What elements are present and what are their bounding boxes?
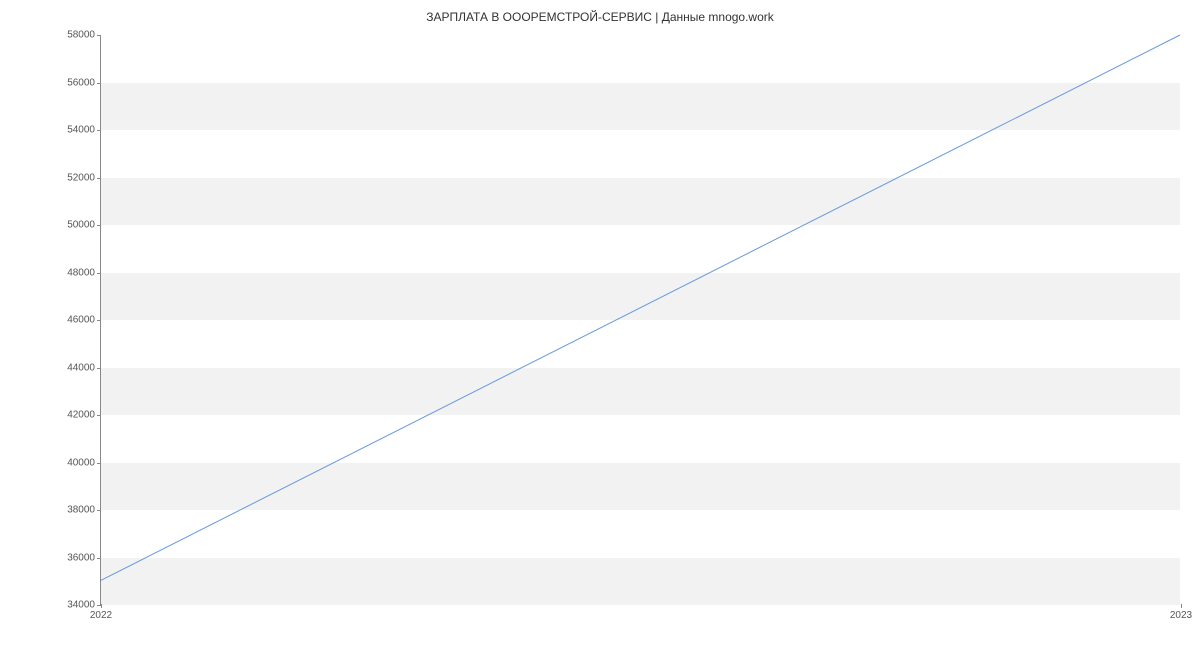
line-layer	[101, 35, 1180, 604]
y-tick-label: 36000	[67, 552, 101, 563]
y-tick-label: 38000	[67, 505, 101, 516]
y-tick-label: 50000	[67, 220, 101, 231]
chart-title: ЗАРПЛАТА В ОООРЕМСТРОЙ-СЕРВИС | Данные m…	[0, 0, 1200, 24]
chart-container: 3400036000380004000042000440004600048000…	[100, 35, 1180, 605]
y-tick-label: 58000	[67, 30, 101, 41]
y-tick-label: 52000	[67, 172, 101, 183]
y-tick-label: 44000	[67, 362, 101, 373]
series-line	[101, 35, 1180, 580]
y-tick-label: 40000	[67, 457, 101, 468]
x-tick-mark	[101, 604, 102, 608]
y-tick-label: 56000	[67, 77, 101, 88]
y-tick-label: 48000	[67, 267, 101, 278]
plot-area: 3400036000380004000042000440004600048000…	[100, 35, 1180, 605]
y-tick-label: 42000	[67, 410, 101, 421]
y-tick-label: 46000	[67, 315, 101, 326]
y-tick-label: 54000	[67, 125, 101, 136]
x-tick-mark	[1181, 604, 1182, 608]
